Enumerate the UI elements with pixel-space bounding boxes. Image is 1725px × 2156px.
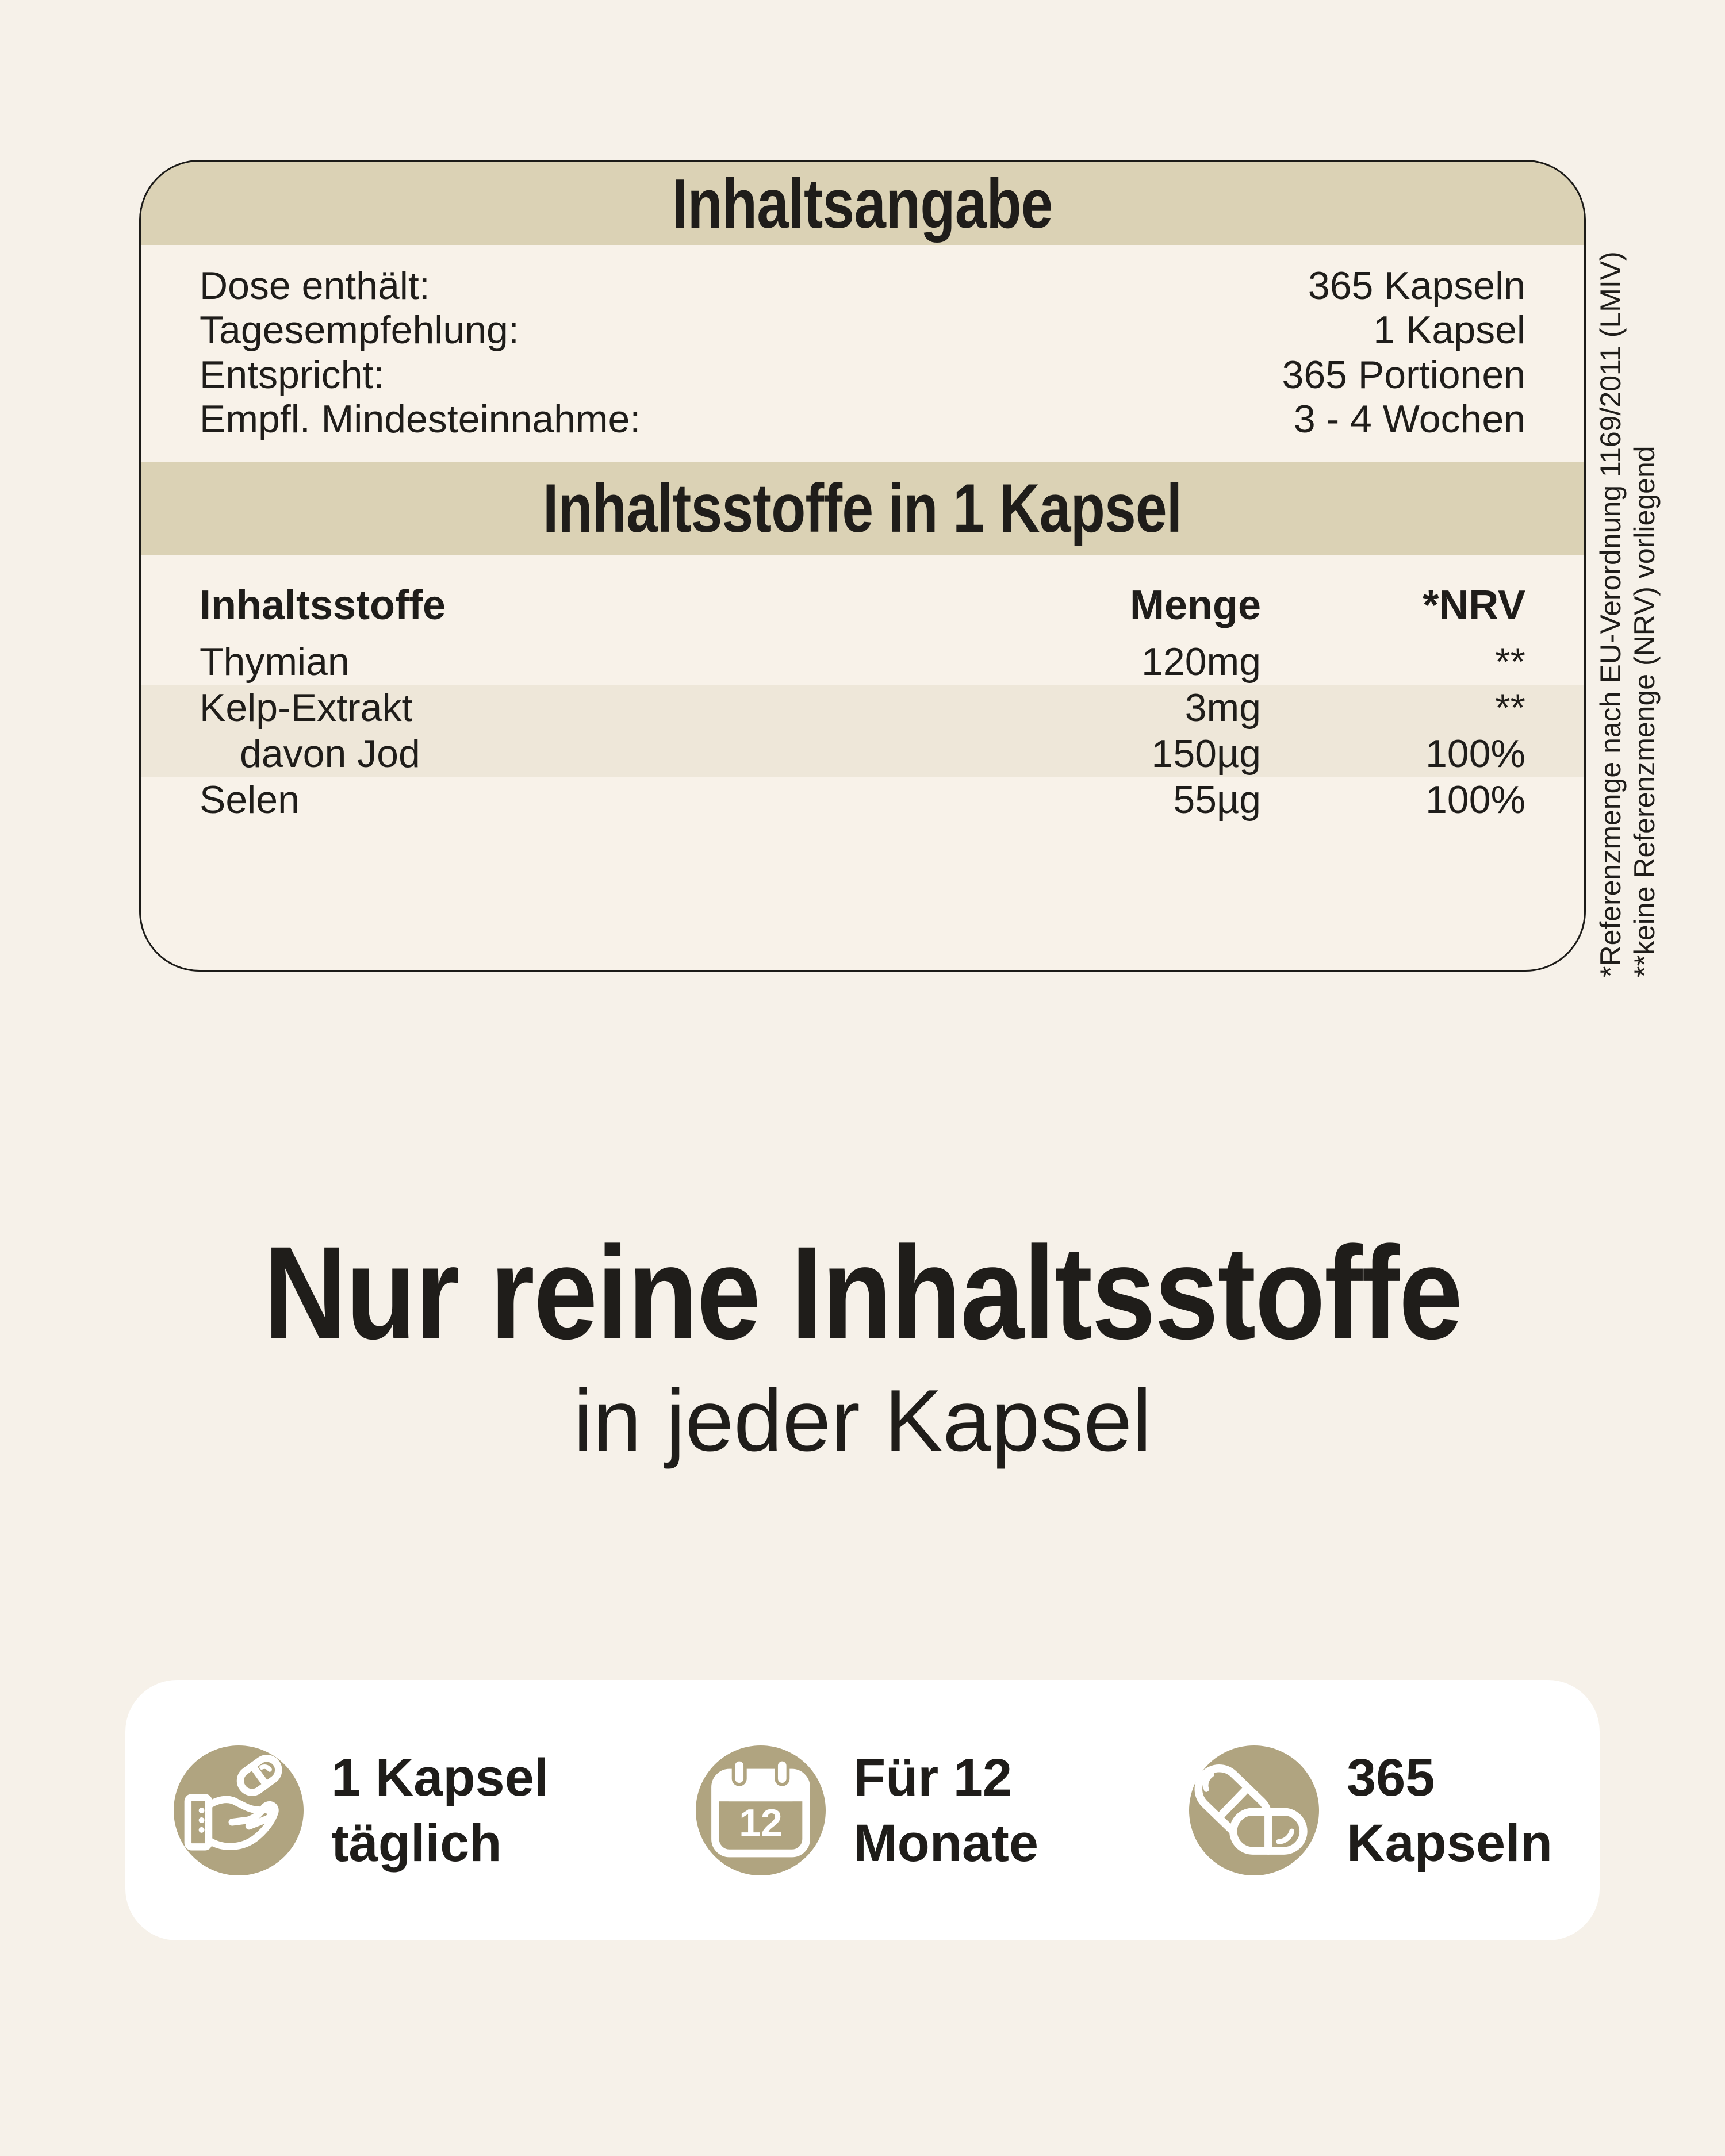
feature-label-line2: täglich (331, 1813, 502, 1873)
column-header-name: Inhaltsstoffe (200, 582, 446, 628)
summary-label: Empfl. Mindesteinnahme: (200, 397, 641, 442)
ingredient-name: Selen (200, 778, 300, 822)
ingredient-nrv: 100% (1425, 778, 1525, 822)
nutrition-panel: Inhaltsangabe Dose enthält: 365 Kapseln … (139, 160, 1586, 972)
ingredients-table-body: Thymian 120mg ** Kelp-Extrakt 3mg ** dav… (141, 639, 1584, 823)
table-row: Kelp-Extrakt 3mg ** (141, 685, 1584, 731)
summary-value: 3 - 4 Wochen (1293, 397, 1525, 442)
panel-header-band: Inhaltsangabe (141, 162, 1584, 245)
summary-label: Dose enthält: (200, 263, 430, 308)
summary-value: 365 Kapseln (1308, 263, 1525, 308)
headline: Nur reine Inhaltsstoffe (0, 1223, 1725, 1363)
headline-text: Nur reine Inhaltsstoffe (263, 1219, 1462, 1367)
feature-label-line1: 1 Kapsel (331, 1748, 549, 1807)
table-row: Thymian 120mg ** (141, 639, 1584, 685)
table-row: davon Jod 150µg 100% (141, 731, 1584, 777)
footnote-line-2: **keine Referenzmenge (NRV) vorliegend (1628, 446, 1661, 977)
ingredient-amount: 55µg (1173, 778, 1261, 822)
ingredient-amount: 120mg (1141, 640, 1261, 684)
summary-label: Tagesempfehlung: (200, 308, 519, 352)
feature-duration: 12 Für 12 Monate (696, 1680, 1038, 1940)
table-row: Selen 55µg 100% (141, 777, 1584, 823)
subheadline: in jeder Kapsel (573, 1372, 1152, 1470)
feature-label-line1: Für 12 (853, 1748, 1013, 1807)
feature-label: Für 12 Monate (853, 1745, 1038, 1876)
summary-label: Entspricht: (200, 352, 385, 397)
footnote: *Referenzmenge nach EU-Verordnung 1169/2… (1594, 251, 1662, 977)
feature-label-line2: Kapseln (1347, 1813, 1552, 1873)
ingredients-title: Inhaltsstoffe in 1 Kapsel (543, 470, 1182, 547)
capsules-icon (1189, 1745, 1319, 1875)
panel-title: Inhaltsangabe (672, 164, 1053, 243)
ingredient-nrv: ** (1495, 640, 1525, 684)
ingredient-nrv: ** (1495, 686, 1525, 730)
ingredient-nrv: 100% (1425, 732, 1525, 776)
summary-value: 365 Portionen (1282, 352, 1525, 397)
hand-with-capsule-icon (174, 1745, 304, 1875)
calendar-badge: 12 (739, 1802, 782, 1845)
ingredients-table-header: Inhaltsstoffe Menge *NRV (141, 580, 1584, 631)
summary-row: Empfl. Mindesteinnahme: 3 - 4 Wochen (141, 397, 1584, 442)
feature-label-line2: Monate (853, 1813, 1038, 1873)
feature-capsule-count: 365 Kapseln (1189, 1680, 1552, 1940)
column-header-amount: Menge (1129, 582, 1261, 628)
ingredient-amount: 150µg (1151, 732, 1261, 776)
calendar-icon: 12 (696, 1745, 826, 1875)
feature-label-line1: 365 (1347, 1748, 1435, 1807)
summary-row: Entspricht: 365 Portionen (141, 352, 1584, 397)
footnote-line-1: *Referenzmenge nach EU-Verordnung 1169/2… (1594, 251, 1627, 977)
summary-value: 1 Kapsel (1373, 308, 1525, 352)
features-card: 1 Kapsel täglich 12 Für 12 Monate (125, 1680, 1600, 1940)
feature-daily-dose: 1 Kapsel täglich (174, 1680, 549, 1940)
ingredient-amount: 3mg (1184, 686, 1261, 730)
column-header-nrv: *NRV (1423, 582, 1525, 628)
feature-label: 365 Kapseln (1347, 1745, 1552, 1876)
summary-row: Tagesempfehlung: 1 Kapsel (141, 308, 1584, 353)
feature-label: 1 Kapsel täglich (331, 1745, 549, 1876)
ingredients-band: Inhaltsstoffe in 1 Kapsel (141, 462, 1584, 555)
summary-row: Dose enthält: 365 Kapseln (141, 263, 1584, 308)
dose-summary-list: Dose enthält: 365 Kapseln Tagesempfehlun… (141, 263, 1584, 442)
ingredient-name: Kelp-Extrakt (200, 686, 413, 730)
ingredient-name: davon Jod (240, 732, 420, 776)
ingredient-name: Thymian (200, 640, 350, 684)
